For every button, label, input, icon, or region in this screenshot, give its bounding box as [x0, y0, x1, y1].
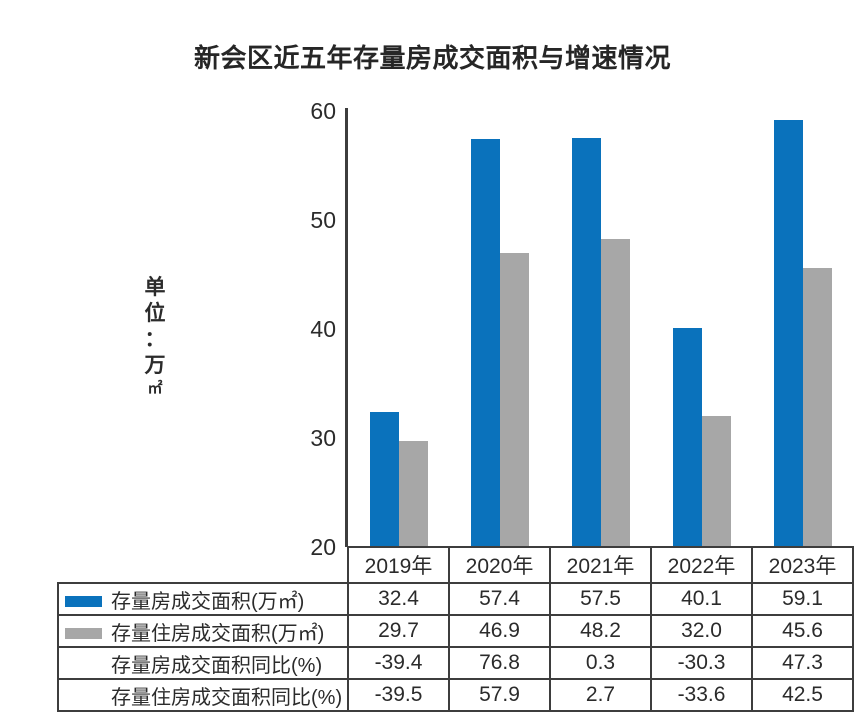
- unit-label-char: 位: [144, 302, 166, 325]
- value-cell: -33.6: [650, 678, 753, 712]
- row-label-text: 存量房成交面积(万㎡): [111, 590, 305, 613]
- chart-title: 新会区近五年存量房成交面积与增速情况: [193, 43, 671, 73]
- value-cell: 57.5: [549, 582, 652, 616]
- bar-blue-2019年: [369, 411, 399, 547]
- value-cell: 42.5: [751, 678, 854, 712]
- bar-gray-2022年: [701, 416, 731, 547]
- value-cell: 2.7: [549, 678, 652, 712]
- y-axis-line: [345, 108, 348, 547]
- legend-swatch-blue: [65, 595, 102, 607]
- table-row: 存量房成交面积同比(%) -39.4 76.8 0.3 -30.3 47.3: [57, 646, 854, 680]
- row-label-cell: 存量住房成交面积同比(%): [57, 678, 349, 712]
- unit-label-char: ：: [144, 328, 166, 351]
- bar-blue-2021年: [571, 137, 601, 547]
- table-row: 存量房成交面积(万㎡) 32.4 57.4 57.5 40.1 59.1: [57, 582, 854, 616]
- bar-gray-2019年: [398, 441, 428, 547]
- bar-blue-2022年: [672, 327, 702, 547]
- year-header-cell: 2020年: [448, 546, 551, 584]
- year-header-cell: 2022年: [650, 546, 753, 584]
- row-label-cell: 存量住房成交面积(万㎡): [57, 614, 349, 648]
- value-cell: 32.4: [347, 582, 450, 616]
- y-tick-label: 20: [310, 534, 336, 560]
- value-cell: 29.7: [347, 614, 450, 648]
- value-cell: -39.5: [347, 678, 450, 712]
- value-cell: 57.9: [448, 678, 551, 712]
- row-label-text: 存量房成交面积同比(%): [111, 654, 323, 677]
- row-label-cell: 存量房成交面积(万㎡): [57, 582, 349, 616]
- table-header-row: 2019年 2020年 2021年 2022年 2023年: [58, 546, 854, 584]
- y-tick-label: 40: [310, 315, 336, 342]
- value-cell: 45.6: [751, 614, 854, 648]
- year-header-cell: 2019年: [347, 546, 450, 584]
- value-cell: 59.1: [751, 582, 854, 616]
- value-cell: 46.9: [448, 614, 551, 648]
- bar-gray-2021年: [600, 239, 630, 547]
- value-cell: 0.3: [549, 646, 652, 680]
- value-cell: 76.8: [448, 646, 551, 680]
- table-corner-spacer: [58, 547, 348, 583]
- year-header-cell: 2021年: [549, 546, 652, 584]
- unit-label-char: ㎡: [147, 380, 163, 397]
- bar-gray-2020年: [499, 253, 529, 547]
- value-cell: 32.0: [650, 614, 753, 648]
- bar-blue-2023年: [773, 120, 803, 547]
- bar-blue-2020年: [470, 138, 500, 547]
- table-row: 存量住房成交面积(万㎡) 29.7 46.9 48.2 32.0 45.6: [57, 614, 854, 648]
- y-tick-label: 60: [310, 97, 336, 124]
- value-cell: -30.3: [650, 646, 753, 680]
- table-row: 存量住房成交面积同比(%) -39.5 57.9 2.7 -33.6 42.5: [57, 678, 854, 712]
- y-tick-label: 50: [310, 206, 336, 233]
- row-label-text: 存量住房成交面积(万㎡): [111, 622, 325, 645]
- value-cell: 57.4: [448, 582, 551, 616]
- row-label-text: 存量住房成交面积同比(%): [111, 686, 343, 709]
- y-tick-label: 30: [310, 424, 336, 451]
- unit-label-char: 万: [144, 354, 166, 377]
- value-cell: 47.3: [751, 646, 854, 680]
- value-cell: -39.4: [347, 646, 450, 680]
- bar-gray-2023年: [802, 267, 832, 547]
- row-label-cell: 存量房成交面积同比(%): [57, 646, 349, 680]
- unit-label-char: 单: [144, 276, 166, 299]
- data-table: 2019年 2020年 2021年 2022年 2023年 存量房成交面积(万㎡) 32.…: [57, 546, 854, 712]
- legend-swatch-gray: [65, 627, 102, 639]
- value-cell: 40.1: [650, 582, 753, 616]
- value-cell: 48.2: [549, 614, 652, 648]
- year-header-cell: 2023年: [751, 546, 854, 584]
